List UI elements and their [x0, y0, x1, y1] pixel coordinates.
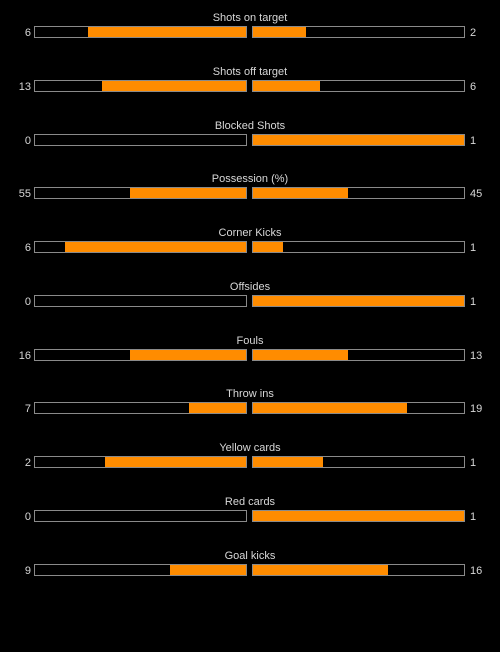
- home-bar: [34, 134, 247, 146]
- away-value: 1: [470, 511, 477, 523]
- away-bar-fill: [253, 511, 464, 521]
- away-bar: [252, 134, 465, 146]
- home-bar: [34, 26, 247, 38]
- stat-row-possession: Possession (%) 55 45: [0, 173, 500, 213]
- away-bar: [252, 80, 465, 92]
- stat-row-shots-on-target: Shots on target 6 2: [0, 12, 500, 52]
- home-bar-fill: [105, 457, 246, 467]
- away-value: 13: [470, 350, 483, 362]
- home-value: 0: [24, 135, 31, 147]
- away-value: 1: [470, 135, 477, 147]
- away-bar: [252, 456, 465, 468]
- away-bar: [252, 510, 465, 522]
- home-bar: [34, 349, 247, 361]
- home-bar-fill: [65, 242, 246, 252]
- stat-row-throw-ins: Throw ins 7 19: [0, 388, 500, 428]
- stat-label: Shots on target: [212, 12, 288, 24]
- away-value: 19: [470, 403, 483, 415]
- stat-label: Blocked Shots: [214, 120, 286, 132]
- home-bar: [34, 241, 247, 253]
- home-value: 13: [18, 81, 31, 93]
- away-value: 6: [470, 81, 477, 93]
- away-bar: [252, 295, 465, 307]
- stat-label: Offsides: [229, 281, 271, 293]
- away-bar: [252, 26, 465, 38]
- stat-label: Throw ins: [226, 388, 274, 400]
- home-bar: [34, 187, 247, 199]
- home-bar-fill: [101, 81, 246, 91]
- stat-row-blocked-shots: Blocked Shots 0 1: [0, 120, 500, 160]
- stat-label: Corner Kicks: [218, 227, 282, 239]
- stat-row-red-cards: Red cards 0 1: [0, 496, 500, 536]
- home-bar: [34, 80, 247, 92]
- away-bar: [252, 187, 465, 199]
- home-bar: [34, 295, 247, 307]
- stat-row-shots-off-target: Shots off target 13 6: [0, 66, 500, 106]
- home-bar: [34, 564, 247, 576]
- home-bar-fill: [87, 27, 246, 37]
- stat-label: Yellow cards: [219, 442, 281, 454]
- home-bar-fill: [129, 350, 246, 360]
- stat-label: Goal kicks: [224, 550, 276, 562]
- away-value: 1: [470, 242, 477, 254]
- away-bar-fill: [253, 81, 320, 91]
- away-value: 16: [470, 565, 483, 577]
- stat-row-fouls: Fouls 16 13: [0, 335, 500, 375]
- away-bar: [252, 564, 465, 576]
- home-bar-fill: [170, 565, 246, 575]
- away-value: 2: [470, 27, 477, 39]
- away-bar-fill: [253, 296, 464, 306]
- away-bar-fill: [253, 135, 464, 145]
- home-value: 9: [24, 565, 31, 577]
- home-value: 55: [18, 188, 31, 200]
- home-value: 16: [18, 350, 31, 362]
- away-bar-fill: [253, 403, 408, 413]
- away-value: 1: [470, 296, 477, 308]
- away-bar-fill: [253, 27, 306, 37]
- away-value: 45: [470, 188, 483, 200]
- away-bar-fill: [253, 565, 389, 575]
- away-bar-fill: [253, 188, 348, 198]
- home-bar: [34, 510, 247, 522]
- stat-row-goal-kicks: Goal kicks 9 16: [0, 550, 500, 590]
- home-value: 0: [24, 511, 31, 523]
- stat-label: Possession (%): [211, 173, 289, 185]
- home-bar-fill: [189, 403, 246, 413]
- stat-label: Fouls: [236, 335, 264, 347]
- home-bar-fill: [129, 188, 246, 198]
- home-bar: [34, 402, 247, 414]
- away-bar: [252, 402, 465, 414]
- home-value: 7: [24, 403, 31, 415]
- stat-row-corner-kicks: Corner Kicks 6 1: [0, 227, 500, 267]
- home-value: 6: [24, 27, 31, 39]
- home-value: 2: [24, 457, 31, 469]
- stat-label: Shots off target: [212, 66, 288, 78]
- stat-label: Red cards: [224, 496, 276, 508]
- away-value: 1: [470, 457, 477, 469]
- stat-row-yellow-cards: Yellow cards 2 1: [0, 442, 500, 482]
- away-bar: [252, 349, 465, 361]
- home-bar: [34, 456, 247, 468]
- away-bar-fill: [253, 457, 324, 467]
- stat-row-offsides: Offsides 0 1: [0, 281, 500, 321]
- home-value: 6: [24, 242, 31, 254]
- away-bar: [252, 241, 465, 253]
- away-bar-fill: [253, 350, 348, 360]
- home-value: 0: [24, 296, 31, 308]
- away-bar-fill: [253, 242, 284, 252]
